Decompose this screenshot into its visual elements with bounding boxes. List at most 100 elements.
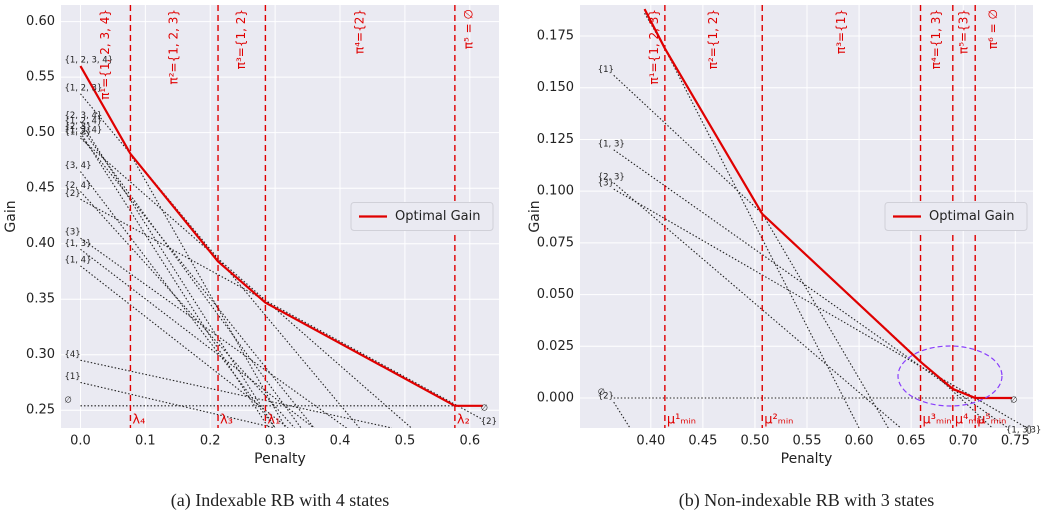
x-axis-label: Penalty	[781, 451, 833, 467]
subset-label: {1, 2, 4}	[64, 117, 102, 127]
y-tick-label: 0.30	[26, 347, 55, 362]
subset-line	[80, 248, 315, 428]
subset-line	[80, 198, 484, 421]
subset-label: {1, 4}	[64, 255, 91, 265]
caption: (b) Non-indexable RB with 3 states	[679, 490, 934, 511]
x-tick-label: 0.50	[740, 434, 769, 449]
threshold-label: μ⁵ₘᵢₙ	[977, 413, 1006, 428]
subset-label: {1}	[64, 372, 80, 382]
region-label: π⁵ = ∅	[461, 9, 475, 49]
subset-line	[80, 359, 393, 428]
region-label: π²={1, 2}	[706, 9, 720, 69]
legend-box	[350, 202, 494, 231]
y-tick-label: 0.075	[537, 235, 574, 250]
region-label: π⁴={1, 3}	[929, 9, 943, 69]
subset-label: {1, 2, 3, 4}	[64, 56, 113, 66]
subset-line	[80, 191, 296, 428]
region-label: π²={1, 2, 3}	[167, 9, 181, 85]
x-axis-label: Penalty	[254, 451, 306, 467]
subset-label: {4}	[64, 350, 80, 360]
y-tick-label: 0.050	[537, 287, 574, 302]
subset-end-label: ∅	[481, 403, 488, 413]
subset-end-label: {1, 3}	[1006, 426, 1033, 436]
subset-label: {2}	[64, 189, 80, 199]
subset-label: {2}	[598, 392, 614, 402]
subset-line	[80, 121, 276, 428]
subset-label: {1, 3}	[598, 139, 625, 149]
y-tick-label: 0.50	[26, 125, 55, 140]
legend-box	[884, 202, 1028, 231]
subset-line	[613, 401, 631, 428]
highlight-ellipse	[897, 345, 1003, 407]
y-tick-label: 0.000	[537, 391, 574, 406]
subset-label: {3}	[598, 179, 614, 189]
y-tick-label: 0.40	[26, 236, 55, 251]
y-tick-label: 0.100	[537, 184, 574, 199]
subset-label: {1, 2}	[64, 128, 91, 138]
x-tick-label: 0.6	[459, 434, 480, 449]
legend-label: Optimal Gain	[929, 209, 1014, 224]
threshold-label: λ₃	[220, 413, 233, 428]
subset-line	[644, 8, 860, 428]
subset-line	[80, 135, 315, 428]
y-axis-label: Gain	[527, 200, 543, 232]
y-tick-label: 0.25	[26, 403, 55, 418]
y-tick-label: 0.55	[26, 70, 55, 85]
legend-label: Optimal Gain	[395, 209, 480, 224]
subset-line	[80, 126, 302, 428]
optimal-gain-line	[79, 65, 483, 407]
x-tick-label: 0.3	[265, 434, 286, 449]
y-tick-label: 0.025	[537, 339, 574, 354]
caption: (a) Indexable RB with 4 states	[171, 490, 389, 511]
y-tick-label: 0.175	[537, 29, 574, 44]
y-tick-label: 0.60	[26, 14, 55, 29]
threshold-label: μ⁴ₘᵢₙ	[955, 413, 984, 428]
y-tick-label: 0.35	[26, 292, 55, 307]
subset-label: {3}	[64, 228, 80, 238]
x-tick-label: 0.65	[897, 434, 926, 449]
subset-line	[613, 188, 1028, 428]
region-label: π³={1, 2}	[234, 9, 248, 69]
subset-end-label: {3}	[1025, 426, 1041, 436]
subset-label: {2, 3, 4}	[64, 111, 102, 121]
threshold-label: μ¹ₘᵢₙ	[667, 413, 696, 428]
y-tick-label: 0.45	[26, 181, 55, 196]
subset-label: {2, 4}	[64, 181, 91, 191]
x-tick-label: 0.75	[1001, 434, 1030, 449]
x-tick-label: 0.70	[949, 434, 978, 449]
y-tick-label: 0.150	[537, 80, 574, 95]
x-tick-label: 0.60	[845, 434, 874, 449]
subset-label: {1}	[598, 65, 614, 75]
subset-line	[80, 171, 276, 428]
threshold-label: μ²ₘᵢₙ	[764, 413, 793, 428]
x-tick-label: 0.5	[395, 434, 416, 449]
threshold-label: μ³ₘᵢₙ	[923, 413, 952, 428]
optimal-gain-line	[643, 8, 1013, 400]
x-tick-label: 0.0	[70, 434, 91, 449]
plot-area	[79, 5, 484, 428]
region-label: π³={1}	[834, 9, 848, 54]
region-label: π⁴={2}	[353, 9, 367, 54]
region-label: π¹={1, 2, 3, 4}	[98, 9, 112, 100]
subset-label: {2, 3}	[598, 172, 625, 182]
subset-label: {1, 3, 4}	[64, 126, 102, 136]
y-tick-label: 0.125	[537, 132, 574, 147]
threshold-label: λ₁	[267, 413, 280, 428]
subset-label: {2, 3}	[64, 122, 91, 132]
subset-label: {1, 2, 3}	[64, 83, 102, 93]
subset-line	[79, 65, 287, 428]
subset-end-label: ∅	[1010, 396, 1017, 406]
subset-label: ∅	[64, 395, 71, 405]
x-tick-label: 0.2	[200, 434, 221, 449]
x-tick-label: 0.4	[330, 434, 351, 449]
subset-label: ∅	[598, 388, 605, 398]
subset-end-label: {2}	[481, 417, 497, 427]
x-tick-label: 0.40	[636, 434, 665, 449]
x-tick-label: 0.45	[688, 434, 717, 449]
subset-label: {3, 4}	[64, 161, 91, 171]
x-tick-label: 0.55	[793, 434, 822, 449]
subset-label: {1, 3}	[64, 239, 91, 249]
x-tick-label: 0.1	[135, 434, 156, 449]
y-axis-label: Gain	[3, 200, 19, 232]
